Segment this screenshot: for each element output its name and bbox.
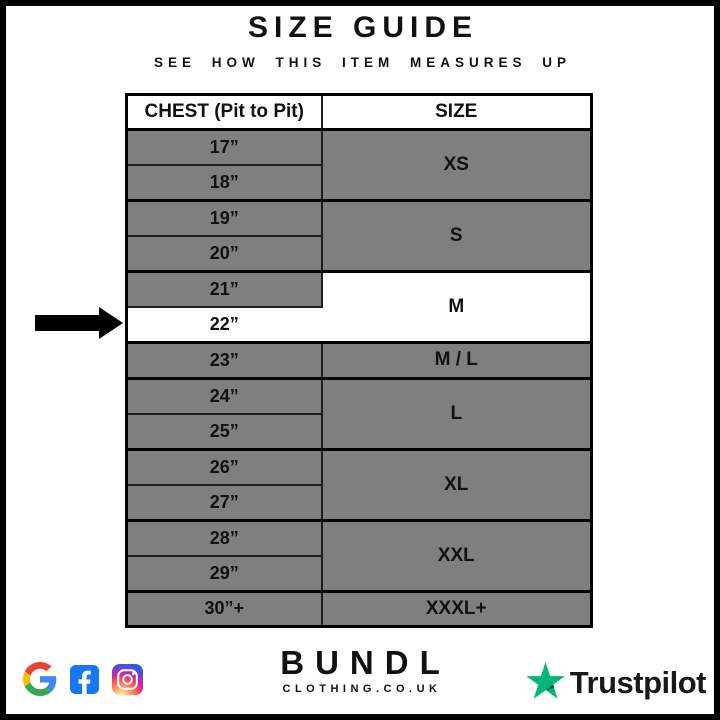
chest-cell: 26” <box>125 447 323 486</box>
size-guide-table: CHEST (Pit to Pit) SIZE 17” XS 18” 19” S… <box>125 93 593 628</box>
size-cell-xl: XL <box>320 447 593 521</box>
chest-cell: 18” <box>125 164 323 202</box>
instagram-icon <box>112 663 143 695</box>
arrow-head <box>99 307 123 339</box>
brand-logo: BUNDL CLOTHING.CO.UK <box>0 646 720 695</box>
table-row: 17” XS <box>125 128 593 202</box>
size-cell-s: S <box>320 199 593 273</box>
table-row: 20” <box>125 235 592 273</box>
chest-cell: 23” <box>125 341 323 379</box>
table-row-highlighted: 22” <box>125 306 592 344</box>
google-icon <box>23 662 57 696</box>
table-row: 29” <box>125 554 592 592</box>
table-row: 24” L <box>125 376 593 450</box>
chest-cell: 20” <box>125 235 323 273</box>
table-header-row: CHEST (Pit to Pit) SIZE <box>125 93 593 131</box>
size-cell-m-highlighted: M <box>321 270 593 344</box>
chest-cell-highlighted: 22” <box>125 306 323 344</box>
table-row: 19” S <box>125 199 593 273</box>
chest-cell: 21” <box>125 270 323 308</box>
chest-column-header: CHEST (Pit to Pit) <box>125 93 323 131</box>
size-column-header: SIZE <box>320 93 593 131</box>
table-row: 27” <box>125 483 592 521</box>
page-title: SIZE GUIDE <box>247 11 479 44</box>
chest-cell: 17” <box>125 128 323 166</box>
trustpilot-star-icon <box>525 662 565 704</box>
table-row: 21” M <box>125 270 593 344</box>
table-row: 28” XXL <box>125 518 593 592</box>
highlight-arrow-icon <box>35 307 123 339</box>
table-row: 18” <box>125 164 592 202</box>
brand-name: BUNDL <box>280 644 451 681</box>
chest-cell: 27” <box>125 483 323 521</box>
size-cell-m-l: M / L <box>320 341 593 379</box>
facebook-icon <box>70 664 99 694</box>
arrow-shaft <box>35 315 99 331</box>
trustpilot-label: Trustpilot <box>569 665 707 700</box>
size-cell-l: L <box>320 376 593 450</box>
size-cell-xxl: XXL <box>320 518 593 592</box>
size-cell-xxxl: XXXL+ <box>320 589 593 628</box>
table-row: 30”+ XXXL+ <box>125 589 593 628</box>
chest-cell: 25” <box>125 412 323 450</box>
chest-cell: 19” <box>125 199 323 237</box>
social-icons <box>23 662 143 696</box>
chest-cell: 28” <box>125 518 323 557</box>
brand-domain: CLOTHING.CO.UK <box>282 683 442 695</box>
page-subtitle: SEE HOW THIS ITEM MEASURES UP <box>153 55 572 70</box>
trustpilot-logo: Trustpilot <box>525 662 707 704</box>
table-row: 26” XL <box>125 447 593 521</box>
table-row: 25” <box>125 412 592 450</box>
chest-cell: 30”+ <box>125 589 323 628</box>
size-cell-xs: XS <box>320 128 593 202</box>
chest-cell: 24” <box>125 376 323 415</box>
table-row: 23” M / L <box>125 341 593 379</box>
chest-cell: 29” <box>125 554 323 592</box>
